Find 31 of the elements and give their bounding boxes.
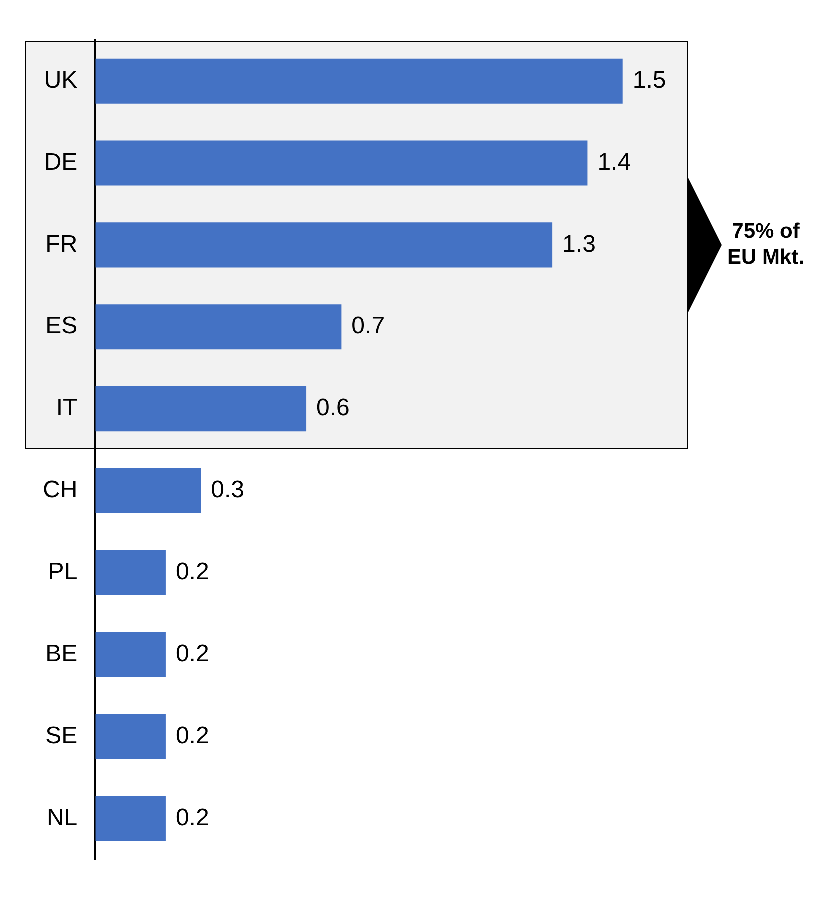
y-tick-label: SE (46, 722, 78, 750)
y-tick-label: NL (46, 804, 78, 832)
bar (96, 386, 307, 432)
data-label: 1.4 (598, 148, 632, 176)
bar (96, 632, 166, 678)
bar (96, 222, 553, 268)
y-tick-label: IT (56, 394, 78, 422)
y-tick-label: PL (48, 558, 78, 586)
y-tick-label: ES (46, 312, 78, 340)
y-tick-label: BE (46, 640, 78, 668)
data-label: 0.7 (352, 312, 386, 340)
data-label: 0.2 (176, 722, 210, 750)
bar (96, 140, 588, 186)
data-label: 0.2 (176, 558, 210, 586)
y-tick-label: FR (46, 230, 78, 258)
band-label: 75% of EU Mkt. (727, 220, 805, 269)
y-tick-label: CH (42, 476, 78, 504)
data-label: 0.3 (211, 476, 244, 504)
bar (96, 468, 202, 514)
bar (96, 58, 623, 104)
y-tick-label: DE (44, 148, 78, 176)
bar (96, 796, 166, 842)
data-label: 0.2 (176, 804, 210, 832)
data-label: 0.2 (176, 640, 210, 668)
bar (96, 304, 342, 350)
bar (96, 714, 166, 760)
data-label: 0.6 (316, 394, 350, 422)
data-label: 1.3 (562, 230, 596, 258)
bar (96, 550, 166, 596)
data-label: 1.5 (632, 66, 666, 94)
y-tick-label: UK (44, 66, 78, 94)
